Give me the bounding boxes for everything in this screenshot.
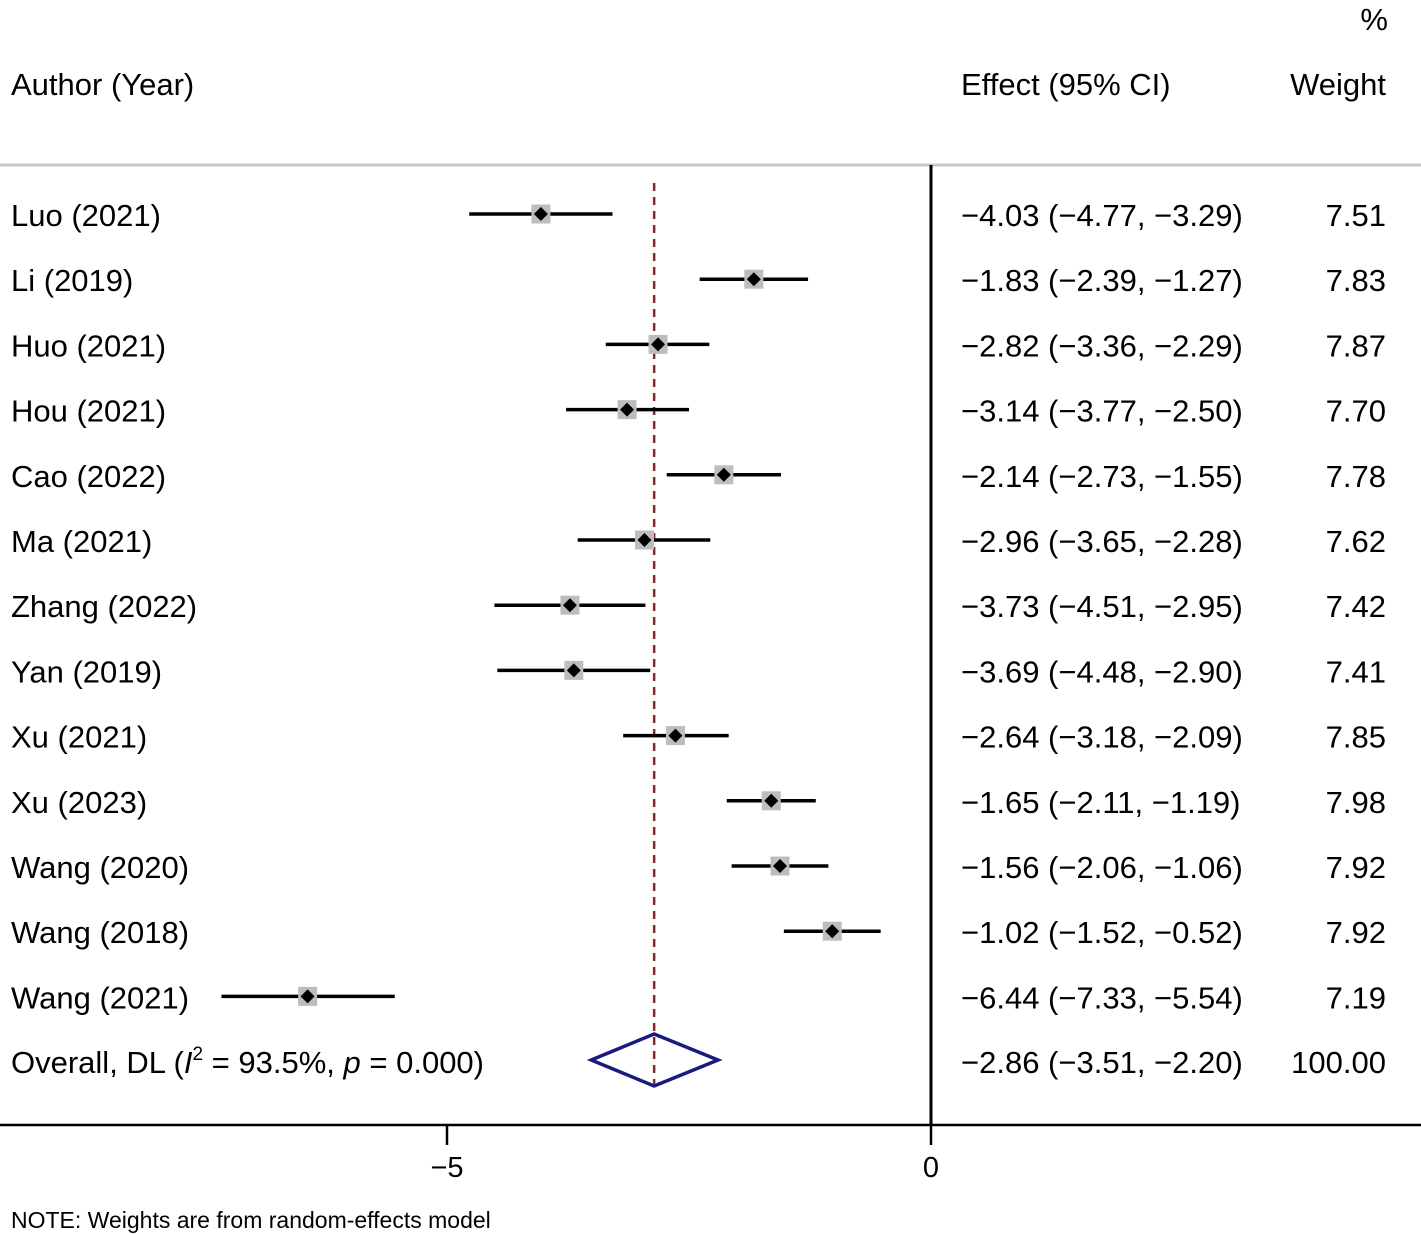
point-estimate [620, 402, 635, 417]
effect-text: −3.14 (−3.77, −2.50) [961, 394, 1243, 429]
effect-text: −2.14 (−2.73, −1.55) [961, 459, 1243, 494]
overall-label-mid: = 93.5%, [203, 1045, 343, 1080]
weight-text: 7.62 [1326, 524, 1386, 559]
study-label: Zhang (2022) [11, 589, 197, 624]
study-label: Huo (2021) [11, 328, 166, 363]
effect-text: −2.82 (−3.36, −2.29) [961, 328, 1243, 363]
point-estimate [668, 728, 683, 743]
weight-text: 7.92 [1326, 850, 1386, 885]
effect-text: −1.65 (−2.11, −1.19) [961, 785, 1241, 820]
weight-text: 7.98 [1326, 785, 1386, 820]
point-estimate [300, 989, 315, 1004]
x-tick-label: −5 [430, 1152, 463, 1184]
study-label: Yan (2019) [11, 654, 162, 689]
effect-text: −3.69 (−4.48, −2.90) [961, 654, 1243, 689]
footnote: NOTE: Weights are from random-effects mo… [11, 1207, 491, 1233]
effect-text: −2.64 (−3.18, −2.09) [961, 720, 1243, 755]
study-row: Xu (2023) −1.65 (−2.11, −1.19) 7.98 [11, 785, 1386, 820]
point-estimate [772, 859, 787, 873]
weight-text: 7.85 [1326, 720, 1386, 755]
study-label: Wang (2020) [11, 850, 189, 885]
study-rows: Luo (2021) −4.03 (−4.77, −3.29) 7.51 Li (20… [0, 165, 1421, 1184]
effect-text: −2.96 (−3.65, −2.28) [961, 524, 1243, 559]
x-tick-label: 0 [923, 1152, 939, 1184]
overall-label-suffix: = 0.000) [361, 1045, 484, 1080]
study-label: Xu (2023) [11, 785, 147, 820]
study-row: Wang (2020) −1.56 (−2.06, −1.06) 7.92 [11, 850, 1386, 885]
effect-text: −1.02 (−1.52, −0.52) [961, 915, 1243, 950]
effect-text: −6.44 (−7.33, −5.54) [961, 980, 1243, 1015]
overall-i-superscript: 2 [192, 1044, 203, 1065]
overall-i-symbol: I [184, 1045, 193, 1080]
study-row: Yan (2019) −3.69 (−4.48, −2.90) 7.41 [11, 654, 1386, 689]
study-label: Hou (2021) [11, 394, 166, 429]
overall-weight-text: 100.00 [1291, 1045, 1386, 1080]
effect-text: −1.56 (−2.06, −1.06) [961, 850, 1243, 885]
point-estimate [746, 272, 761, 287]
point-estimate [533, 207, 548, 221]
study-label: Ma (2021) [11, 524, 152, 559]
weight-text: 7.70 [1326, 394, 1386, 429]
weight-text: 7.92 [1326, 915, 1386, 950]
study-label: Wang (2018) [11, 915, 189, 950]
study-row: Zhang (2022) −3.73 (−4.51, −2.95) 7.42 [11, 589, 1386, 624]
point-estimate [637, 533, 652, 547]
point-estimate [562, 598, 577, 613]
overall-p-symbol: p [343, 1045, 361, 1080]
weight-text: 7.41 [1326, 654, 1386, 689]
study-label: Cao (2022) [11, 459, 166, 494]
point-estimate [764, 793, 779, 808]
study-row: Cao (2022) −2.14 (−2.73, −1.55) 7.78 [11, 459, 1386, 494]
study-label: Wang (2021) [11, 980, 189, 1015]
effect-text: −3.73 (−4.51, −2.95) [961, 589, 1243, 624]
weight-text: 7.87 [1326, 328, 1386, 363]
point-estimate [651, 337, 666, 352]
weight-text: 7.78 [1326, 459, 1386, 494]
weight-percent-header: % [1360, 2, 1388, 37]
overall-diamond [586, 1032, 723, 1088]
study-row: Luo (2021) −4.03 (−4.77, −3.29) 7.51 [11, 198, 1386, 233]
point-estimate [566, 663, 581, 678]
study-row: Hou (2021) −3.14 (−3.77, −2.50) 7.70 [11, 394, 1386, 429]
study-label: Li (2019) [11, 263, 133, 298]
weight-text: 7.19 [1326, 980, 1386, 1015]
overall-label-prefix: Overall, DL ( [11, 1045, 185, 1080]
point-estimate [825, 924, 840, 939]
study-row: Xu (2021) −2.64 (−3.18, −2.09) 7.85 [11, 720, 1386, 755]
study-row: Wang (2018) −1.02 (−1.52, −0.52) 7.92 [11, 915, 1386, 950]
weight-text: 7.83 [1326, 263, 1386, 298]
study-label: Xu (2021) [11, 720, 147, 755]
point-estimate [716, 467, 731, 482]
author-header: Author (Year) [11, 67, 194, 102]
effect-text: −1.83 (−2.39, −1.27) [961, 263, 1243, 298]
effect-text: −4.03 (−4.77, −3.29) [961, 198, 1243, 233]
overall-effect-text: −2.86 (−3.51, −2.20) [961, 1045, 1243, 1080]
study-row: Wang (2021) −6.44 (−7.33, −5.54) 7.19 [11, 980, 1386, 1015]
study-row: Li (2019) −1.83 (−2.39, −1.27) 7.83 [11, 263, 1386, 298]
study-label: Luo (2021) [11, 198, 161, 233]
weight-text: 7.51 [1326, 198, 1386, 233]
weight-header: Weight [1290, 67, 1386, 102]
effect-header: Effect (95% CI) [961, 67, 1171, 102]
weight-text: 7.42 [1326, 589, 1386, 624]
overall-label: Overall, DL (I2 = 93.5%, p = 0.000) [11, 1044, 484, 1080]
study-row: Ma (2021) −2.96 (−3.65, −2.28) 7.62 [11, 524, 1386, 559]
study-row: Huo (2021) −2.82 (−3.36, −2.29) 7.87 [11, 328, 1386, 363]
